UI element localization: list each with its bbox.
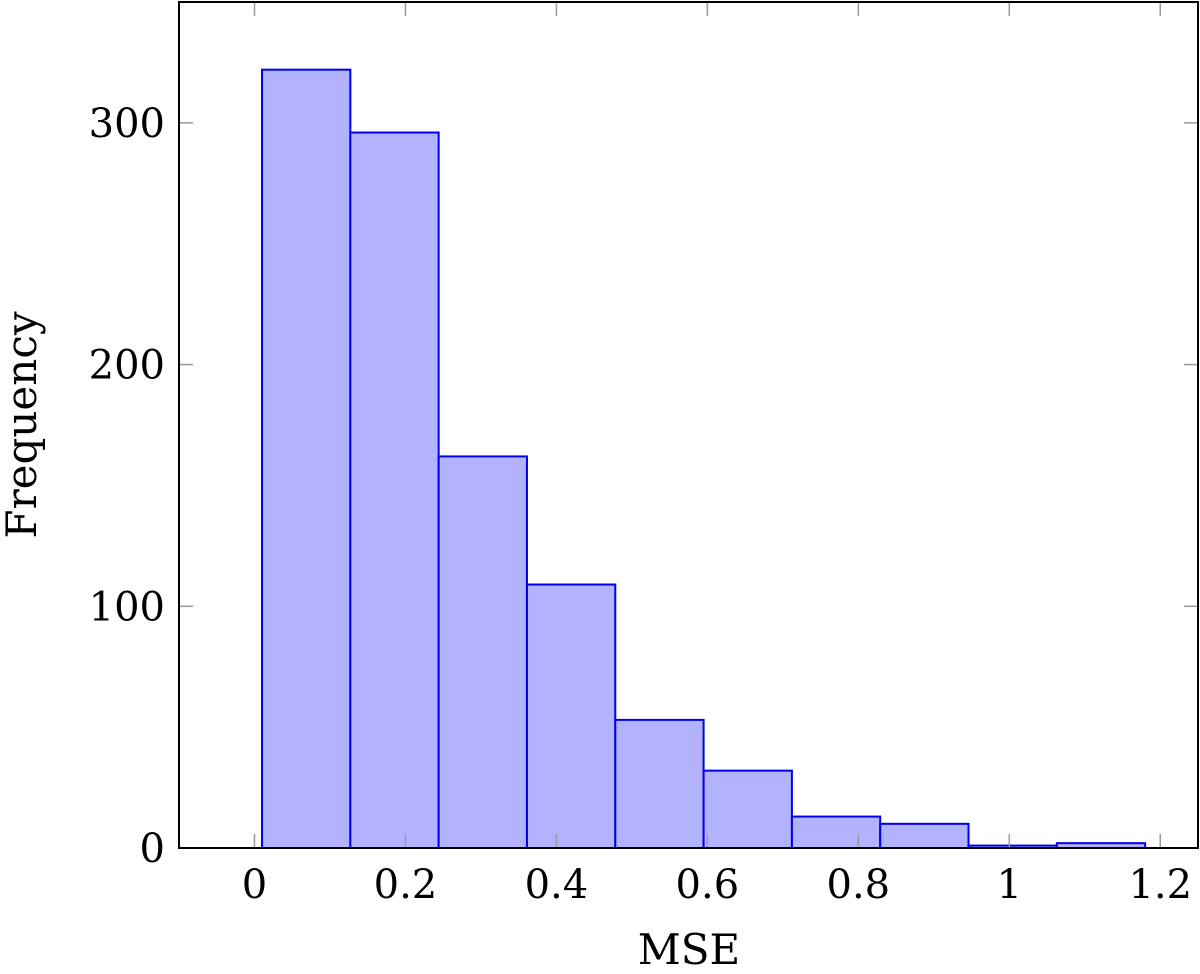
x-tick-label: 1	[997, 862, 1022, 908]
histogram-bar	[525, 583, 617, 850]
histogram-bar	[790, 815, 882, 850]
x-tick-label: 0.2	[374, 862, 438, 908]
y-tick-label: 0	[140, 826, 165, 872]
x-tick-label: 1.2	[1128, 862, 1192, 908]
plot-frame	[178, 1, 1199, 849]
y-tick-label: 200	[89, 343, 165, 389]
histogram-bar	[614, 718, 705, 850]
y-axis-label: Frequency	[0, 311, 46, 538]
histogram-bar	[261, 68, 352, 850]
histogram-bar	[437, 455, 528, 849]
histogram-bars	[261, 68, 1147, 850]
x-tick-label: 0.8	[827, 862, 891, 908]
x-tick-label: 0	[242, 862, 267, 908]
histogram-bar	[349, 131, 440, 849]
histogram-bar	[702, 769, 793, 850]
x-tick-label: 0.4	[525, 862, 589, 908]
y-tick-label: 100	[89, 584, 165, 630]
x-axis-label: MSE	[638, 925, 740, 974]
y-tick-labels: 0 100 200 300	[89, 101, 165, 872]
histogram-bar	[879, 822, 970, 850]
x-tick-labels: 0 0.2 0.4 0.6 0.8 1 1.2	[242, 862, 1192, 908]
y-tick-label: 300	[89, 101, 165, 147]
x-tick-label: 0.6	[676, 862, 740, 908]
